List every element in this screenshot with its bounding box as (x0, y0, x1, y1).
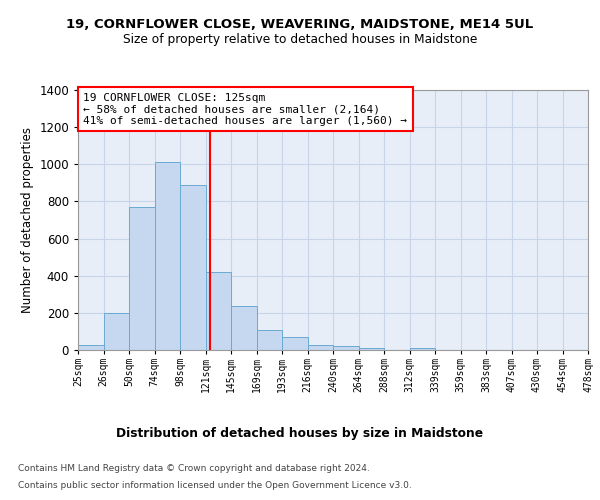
Text: Contains public sector information licensed under the Open Government Licence v3: Contains public sector information licen… (18, 481, 412, 490)
Text: Distribution of detached houses by size in Maidstone: Distribution of detached houses by size … (116, 428, 484, 440)
Bar (257, 330, 282, 350)
Bar (129, 207, 155, 350)
Bar (409, 348, 435, 350)
Bar (104, 313, 129, 350)
Bar (231, 306, 257, 350)
Bar (333, 346, 359, 350)
Bar (78, 346, 104, 350)
Y-axis label: Number of detached properties: Number of detached properties (20, 127, 34, 313)
Bar (359, 348, 384, 350)
Bar (180, 184, 205, 350)
Text: Contains HM Land Registry data © Crown copyright and database right 2024.: Contains HM Land Registry data © Crown c… (18, 464, 370, 473)
Bar (308, 345, 333, 350)
Bar (155, 162, 180, 350)
Bar (282, 337, 308, 350)
Text: 19 CORNFLOWER CLOSE: 125sqm
← 58% of detached houses are smaller (2,164)
41% of : 19 CORNFLOWER CLOSE: 125sqm ← 58% of det… (83, 92, 407, 126)
Text: 19, CORNFLOWER CLOSE, WEAVERING, MAIDSTONE, ME14 5UL: 19, CORNFLOWER CLOSE, WEAVERING, MAIDSTO… (67, 18, 533, 30)
Text: Size of property relative to detached houses in Maidstone: Size of property relative to detached ho… (123, 32, 477, 46)
Bar (205, 272, 231, 350)
